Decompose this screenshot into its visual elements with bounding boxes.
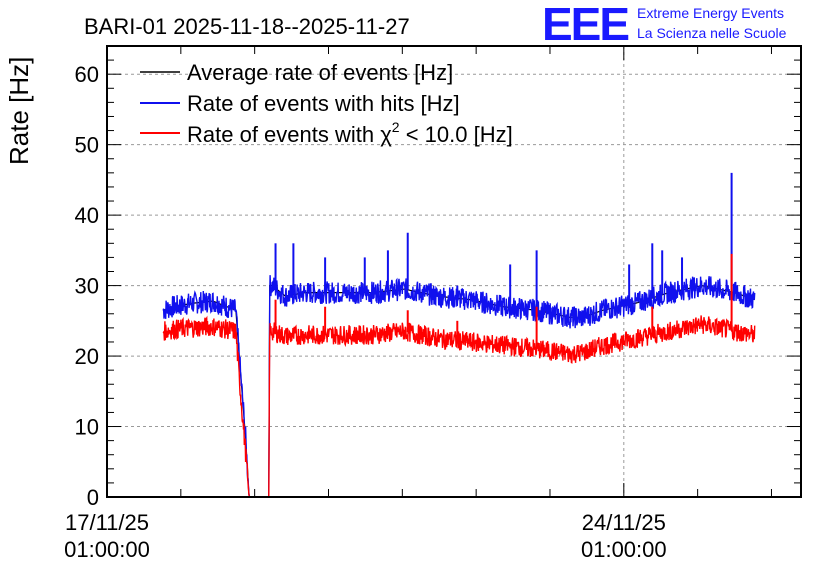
logo-line-1: Extreme Energy Events [637, 5, 784, 21]
y-tick-label-0: 0 [87, 485, 99, 510]
series-hits-line [162, 275, 756, 498]
legend: Average rate of events [Hz] Rate of even… [140, 60, 513, 147]
y-tick-label-20: 20 [75, 344, 99, 369]
x-tick-date-1: 24/11/25 [582, 510, 666, 535]
legend-label-chi2: Rate of events with χ2 < 10.0 [Hz] [187, 119, 513, 147]
logo-mark: EEE [542, 0, 628, 50]
y-tick-label-40: 40 [75, 203, 99, 228]
chart-title: BARI-01 2025-11-18--2025-11-27 [84, 14, 410, 39]
axis-layer: 010203040506017/11/2501:00:0024/11/2501:… [64, 45, 802, 562]
y-tick-label-30: 30 [75, 274, 99, 299]
x-tick-time-1: 01:00:00 [581, 537, 667, 562]
x-tick-date-0: 17/11/25 [65, 510, 149, 535]
logo-line-2: La Scienza nelle Scuole [637, 25, 787, 41]
y-tick-label-10: 10 [75, 415, 99, 440]
y-tick-label-50: 50 [75, 133, 99, 158]
y-tick-label-60: 60 [75, 62, 99, 87]
legend-label-average: Average rate of events [Hz] [187, 60, 453, 85]
series-chi2-line [162, 315, 756, 498]
x-tick-time-0: 01:00:00 [64, 537, 150, 562]
legend-label-hits: Rate of events with hits [Hz] [187, 91, 460, 116]
data-layer [162, 172, 756, 498]
y-axis-label: Rate [Hz] [4, 57, 34, 165]
series-average-line [162, 284, 755, 498]
eee-logo: EEE Extreme Energy Events La Scienza nel… [542, 0, 787, 50]
